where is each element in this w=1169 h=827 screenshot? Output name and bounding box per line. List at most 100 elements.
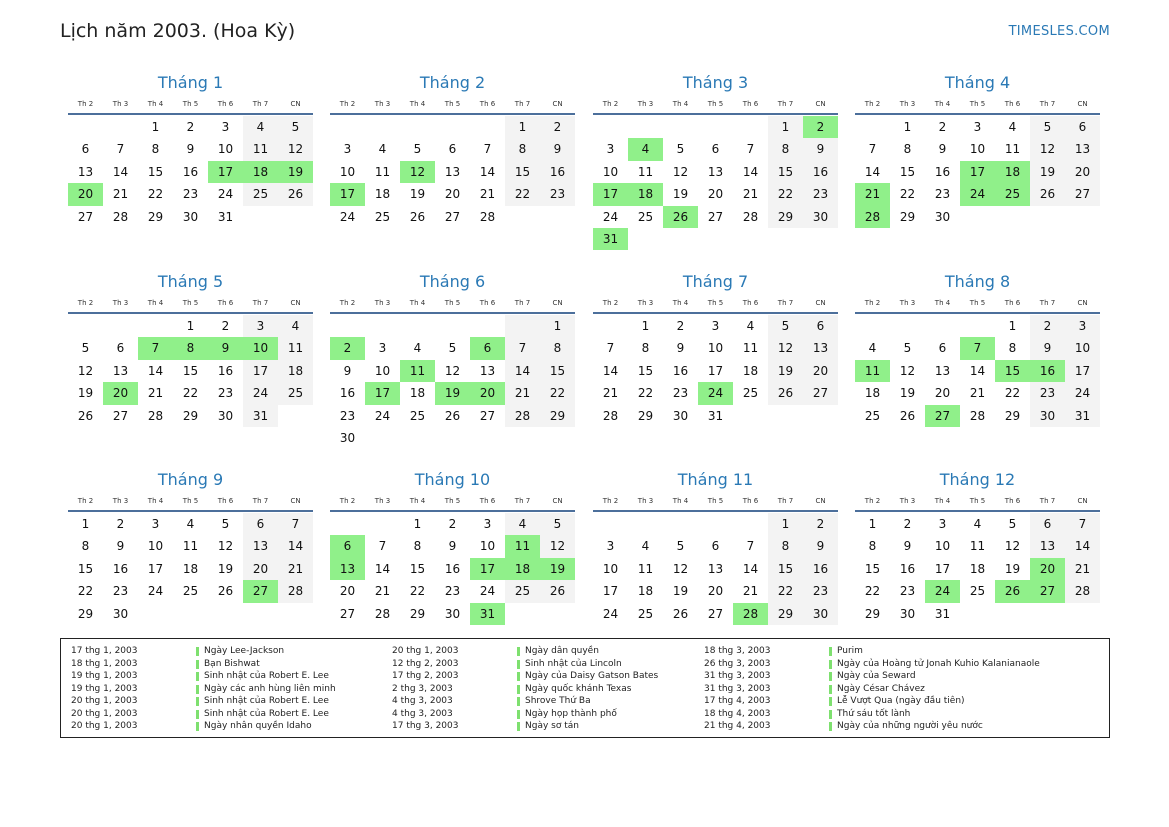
- day-cell[interactable]: 12: [1004, 539, 1021, 554]
- day-cell[interactable]: 19: [77, 386, 94, 401]
- day-cell[interactable]: 18: [742, 363, 759, 378]
- day-cell[interactable]: 21: [278, 557, 313, 581]
- day-cell[interactable]: 7: [116, 142, 125, 157]
- holiday-day-cell[interactable]: 20: [68, 183, 103, 206]
- holiday-day-cell[interactable]: 4: [628, 138, 663, 161]
- day-cell[interactable]: 28: [969, 408, 986, 423]
- day-cell[interactable]: 13: [479, 363, 496, 378]
- day-cell[interactable]: 20: [1065, 160, 1100, 184]
- day-cell[interactable]: 1: [768, 513, 803, 536]
- day-cell[interactable]: 26: [444, 408, 461, 423]
- day-cell[interactable]: 16: [339, 386, 356, 401]
- day-cell[interactable]: 6: [116, 341, 125, 356]
- holiday-day-cell[interactable]: 17: [330, 183, 365, 206]
- day-cell[interactable]: 12: [444, 363, 461, 378]
- day-cell[interactable]: 4: [278, 315, 313, 338]
- holiday-day-cell[interactable]: 17: [208, 160, 243, 184]
- day-cell[interactable]: 14: [479, 164, 496, 179]
- day-cell[interactable]: 13: [803, 337, 838, 360]
- holiday-day-cell[interactable]: 11: [505, 535, 540, 558]
- day-cell[interactable]: 29: [637, 408, 654, 423]
- day-cell[interactable]: 14: [1065, 535, 1100, 558]
- day-cell[interactable]: 22: [1004, 386, 1021, 401]
- day-cell[interactable]: 25: [278, 382, 313, 405]
- day-cell[interactable]: 5: [676, 142, 685, 157]
- day-cell[interactable]: 2: [1030, 315, 1065, 338]
- day-cell[interactable]: 23: [803, 580, 838, 603]
- day-cell[interactable]: 22: [768, 580, 803, 603]
- day-cell[interactable]: 1: [641, 319, 650, 333]
- day-cell[interactable]: 8: [505, 138, 540, 161]
- day-cell[interactable]: 9: [803, 138, 838, 161]
- day-cell[interactable]: 1: [151, 120, 160, 134]
- day-cell[interactable]: 12: [1030, 138, 1065, 161]
- day-cell[interactable]: 2: [116, 517, 125, 531]
- day-cell[interactable]: 17: [1065, 359, 1100, 383]
- holiday-day-cell[interactable]: 24: [960, 183, 995, 206]
- day-cell[interactable]: 4: [243, 116, 278, 139]
- day-cell[interactable]: 8: [540, 337, 575, 360]
- day-cell[interactable]: 10: [339, 164, 356, 179]
- day-cell[interactable]: 18: [637, 584, 654, 599]
- day-cell[interactable]: 8: [413, 539, 422, 554]
- day-cell[interactable]: 22: [77, 584, 94, 599]
- day-cell[interactable]: 24: [339, 209, 356, 224]
- day-cell[interactable]: 4: [1008, 120, 1017, 134]
- day-cell[interactable]: 3: [343, 142, 352, 157]
- day-cell[interactable]: 25: [182, 584, 199, 599]
- day-cell[interactable]: 9: [1030, 337, 1065, 360]
- day-cell[interactable]: 25: [243, 183, 278, 206]
- day-cell[interactable]: 22: [182, 386, 199, 401]
- holiday-day-cell[interactable]: 20: [103, 382, 138, 405]
- day-cell[interactable]: 15: [540, 359, 575, 383]
- day-cell[interactable]: 17: [934, 561, 951, 576]
- day-cell[interactable]: 1: [1008, 319, 1017, 333]
- day-cell[interactable]: 23: [112, 584, 129, 599]
- day-cell[interactable]: 18: [182, 561, 199, 576]
- day-cell[interactable]: 4: [868, 341, 877, 356]
- holiday-day-cell[interactable]: 9: [208, 337, 243, 360]
- day-cell[interactable]: 7: [505, 337, 540, 360]
- day-cell[interactable]: 6: [243, 513, 278, 536]
- day-cell[interactable]: 6: [81, 142, 90, 157]
- day-cell[interactable]: 16: [444, 561, 461, 576]
- day-cell[interactable]: 2: [676, 319, 685, 333]
- day-cell[interactable]: 9: [540, 138, 575, 161]
- day-cell[interactable]: 6: [448, 142, 457, 157]
- day-cell[interactable]: 29: [899, 209, 916, 224]
- day-cell[interactable]: 14: [602, 363, 619, 378]
- day-cell[interactable]: 6: [711, 539, 720, 554]
- day-cell[interactable]: 21: [112, 187, 129, 202]
- day-cell[interactable]: 10: [934, 539, 951, 554]
- day-cell[interactable]: 21: [969, 386, 986, 401]
- day-cell[interactable]: 14: [742, 561, 759, 576]
- day-cell[interactable]: 23: [934, 187, 951, 202]
- day-cell[interactable]: 22: [864, 584, 881, 599]
- day-cell[interactable]: 4: [641, 539, 650, 554]
- day-cell[interactable]: 9: [343, 363, 352, 378]
- day-cell[interactable]: 4: [378, 142, 387, 157]
- day-cell[interactable]: 19: [409, 187, 426, 202]
- day-cell[interactable]: 15: [409, 561, 426, 576]
- day-cell[interactable]: 30: [803, 602, 838, 625]
- day-cell[interactable]: 20: [707, 584, 724, 599]
- day-cell[interactable]: 26: [768, 382, 803, 405]
- day-cell[interactable]: 13: [77, 164, 94, 179]
- day-cell[interactable]: 5: [903, 341, 912, 356]
- day-cell[interactable]: 15: [147, 164, 164, 179]
- day-cell[interactable]: 16: [803, 557, 838, 581]
- day-cell[interactable]: 25: [742, 386, 759, 401]
- day-cell[interactable]: 31: [934, 606, 951, 621]
- day-cell[interactable]: 3: [221, 120, 230, 134]
- holiday-day-cell[interactable]: 31: [470, 602, 505, 625]
- day-cell[interactable]: 26: [899, 408, 916, 423]
- day-cell[interactable]: 28: [147, 408, 164, 423]
- day-cell[interactable]: 23: [540, 183, 575, 206]
- day-cell[interactable]: 30: [899, 606, 916, 621]
- holiday-day-cell[interactable]: 24: [925, 580, 960, 603]
- day-cell[interactable]: 22: [768, 183, 803, 206]
- day-cell[interactable]: 18: [374, 187, 391, 202]
- holiday-day-cell[interactable]: 26: [995, 580, 1030, 603]
- day-cell[interactable]: 25: [505, 580, 540, 603]
- holiday-day-cell[interactable]: 11: [855, 359, 890, 383]
